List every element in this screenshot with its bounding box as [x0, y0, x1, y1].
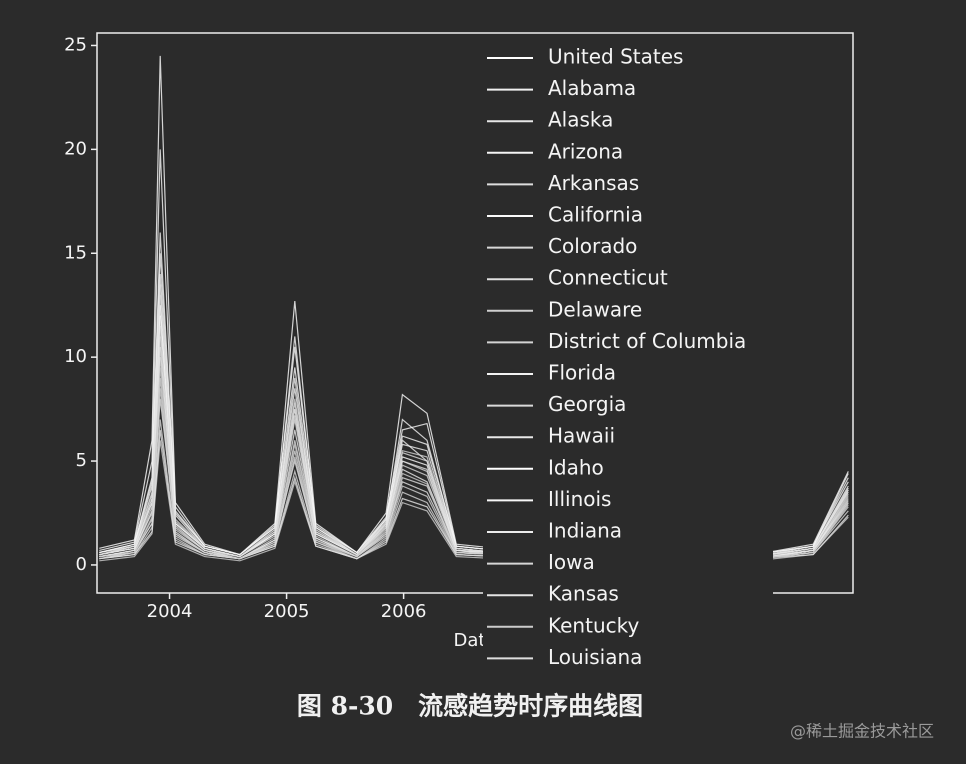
y-tick-label: 20 [64, 138, 87, 159]
legend-box [483, 40, 773, 678]
y-tick-label: 10 [64, 346, 87, 367]
legend-label: Connecticut [548, 266, 668, 290]
legend-label: District of Columbia [548, 329, 746, 353]
legend-label: Indiana [548, 519, 622, 543]
legend-label: Kentucky [548, 613, 639, 637]
legend-label: Idaho [548, 455, 604, 479]
watermark: @稀土掘金技术社区 [790, 722, 934, 741]
legend-label: California [548, 203, 643, 227]
legend-label: Delaware [548, 297, 642, 321]
y-tick-label: 15 [64, 242, 87, 263]
x-tick-label: 2005 [264, 601, 310, 622]
caption: 图 8-30 流感趋势时序曲线图 [297, 692, 643, 721]
legend-label: Kansas [548, 582, 619, 606]
legend-label: Illinois [548, 487, 611, 511]
legend-label: Alabama [548, 76, 636, 100]
legend-label: Alaska [548, 108, 613, 132]
legend-label: Louisiana [548, 645, 642, 669]
legend-label: Arizona [548, 139, 623, 163]
y-tick-label: 25 [64, 34, 87, 55]
plot-frame [96, 32, 854, 594]
legend-label: Colorado [548, 234, 637, 258]
legend-label: Iowa [548, 550, 595, 574]
legend-label: United States [548, 45, 683, 69]
x-tick-label: 2004 [147, 601, 193, 622]
x-tick-label: 2006 [381, 601, 427, 622]
legend-label: Hawaii [548, 424, 615, 448]
legend-label: Georgia [548, 392, 626, 416]
legend-label: Florida [548, 361, 616, 385]
legend-label: Arkansas [548, 171, 639, 195]
y-tick-label: 0 [76, 554, 87, 575]
y-tick-label: 5 [76, 450, 87, 471]
